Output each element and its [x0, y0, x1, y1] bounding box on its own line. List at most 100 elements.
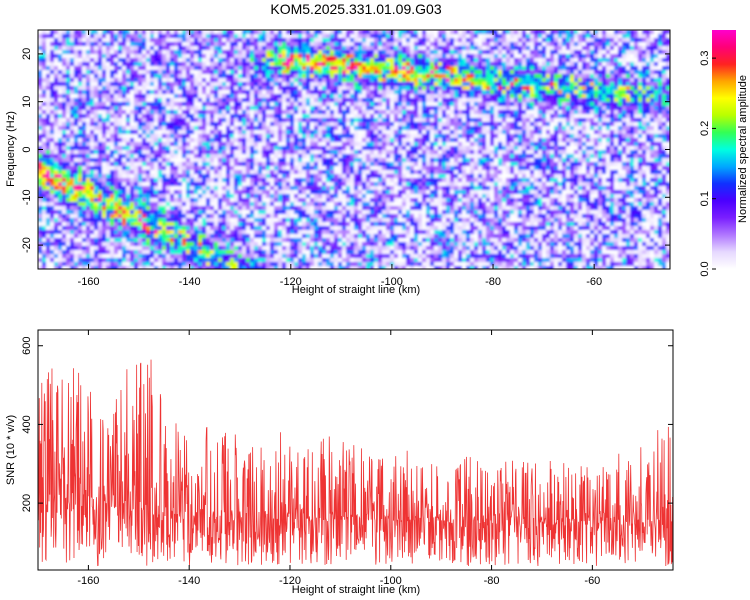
spectrogram-cell [274, 94, 279, 99]
spectrogram-cell [254, 206, 259, 211]
spectrogram-cell [274, 190, 279, 195]
spectrogram-cell [190, 134, 195, 139]
spectrogram-cell [242, 42, 247, 47]
spectrogram-cell [338, 190, 343, 195]
spectrogram-cell [162, 42, 167, 47]
spectrogram-cell [142, 206, 147, 211]
spectrogram-cell [274, 38, 279, 43]
spectrogram-cell [294, 218, 299, 223]
spectrogram-cell [310, 170, 315, 175]
spectrogram-cell [158, 142, 163, 147]
spectrogram-cell [198, 138, 203, 143]
spectrogram-cell [82, 138, 87, 143]
spectrogram-cell [90, 170, 95, 175]
spectrogram-cell [270, 106, 275, 111]
spectrogram-cell [194, 158, 199, 163]
spectrogram-cell [94, 254, 99, 259]
spectrogram-cell [66, 234, 71, 239]
spectrogram-cell [354, 190, 359, 195]
spectrogram-cell [46, 254, 51, 259]
spectrogram-cell [54, 58, 59, 63]
spectrogram-cell [298, 182, 303, 187]
spectrogram-cell [62, 262, 67, 267]
spectrogram-cell [58, 58, 63, 63]
spectrogram-cell [310, 114, 315, 119]
spectrogram-cell [182, 170, 187, 175]
spectrogram-cell [338, 266, 343, 269]
spectrogram-cell [114, 234, 119, 239]
spectrogram-cell [46, 130, 51, 135]
spectrogram-cell [158, 246, 163, 251]
spectrogram-cell [266, 170, 271, 175]
spectrogram-cell [274, 42, 279, 47]
spectrogram-cell [82, 162, 87, 167]
spectrogram-cell [278, 198, 283, 203]
spectrogram-cell [298, 70, 303, 75]
spectrogram-cell [226, 182, 231, 187]
spectrogram-cell [170, 170, 175, 175]
spectrogram-cell [270, 246, 275, 251]
spectrogram-cell [258, 190, 263, 195]
spectrogram-cell [238, 146, 243, 151]
spectrogram-cell [326, 114, 331, 119]
spectrogram-cell [130, 38, 135, 43]
spectrogram-cell [358, 186, 363, 191]
spectrogram-cell [114, 218, 119, 223]
spectrogram-cell [186, 214, 191, 219]
spectrogram-cell [338, 214, 343, 219]
spectrogram-cell [82, 130, 87, 135]
spectrogram-cell [218, 58, 223, 63]
spectrogram-cell [74, 258, 79, 263]
spectrogram-cell [238, 174, 243, 179]
spectrogram-cell [246, 210, 251, 215]
spectrogram-cell [358, 206, 363, 211]
spectrogram-cell [226, 206, 231, 211]
spectrogram-cell [66, 38, 71, 43]
spectrogram-cell [98, 58, 103, 63]
spectrogram-cell [66, 30, 71, 35]
spectrogram-cell [354, 202, 359, 207]
spectrogram-cell [86, 258, 91, 263]
spectrogram-cell [358, 226, 363, 231]
spectrogram-cell [334, 102, 339, 107]
spectrogram-cell [314, 226, 319, 231]
spectrogram-cell [210, 250, 215, 255]
spectrogram-cell [330, 166, 335, 171]
spectrogram-cell [310, 82, 315, 87]
spectrogram-cell [238, 234, 243, 239]
spectrogram-cell [102, 66, 107, 71]
spectrogram-cell [318, 118, 323, 123]
spectrogram-cell [306, 90, 311, 95]
spectrogram-cell [66, 62, 71, 67]
spectrogram-cell [346, 134, 351, 139]
spectrogram-cell [66, 246, 71, 251]
spectrogram-cell [262, 90, 267, 95]
spectrogram-cell [338, 46, 343, 51]
spectrogram-cell [78, 146, 83, 151]
spectrogram-cell [166, 42, 171, 47]
spectrogram-cell [366, 162, 371, 167]
spectrogram-cell [138, 62, 143, 67]
spectrogram-cell [70, 114, 75, 119]
spectrogram-cell [118, 70, 123, 75]
spectrogram-cell [330, 98, 335, 103]
spectrogram-cell [110, 122, 115, 127]
spectrogram-cell [222, 202, 227, 207]
spectrogram-cell [230, 110, 235, 115]
spectrogram-cell [346, 170, 351, 175]
spectrogram-cell [94, 82, 99, 87]
spectrogram-cell [90, 238, 95, 243]
spectrogram-cell [226, 78, 231, 83]
spectrogram-cell [134, 34, 139, 39]
spectrogram-cell [122, 186, 127, 191]
spectrogram-cell [78, 222, 83, 227]
spectrogram-cell [302, 62, 307, 67]
spectrogram-cell [190, 178, 195, 183]
spectrogram-cell [350, 94, 355, 99]
spectrogram-cell [290, 230, 295, 235]
spectrogram-cell [286, 154, 291, 159]
spectrogram-cell [330, 82, 335, 87]
spectrogram-cell [246, 122, 251, 127]
spectrogram-cell [282, 138, 287, 143]
spectrogram-cell [150, 206, 155, 211]
